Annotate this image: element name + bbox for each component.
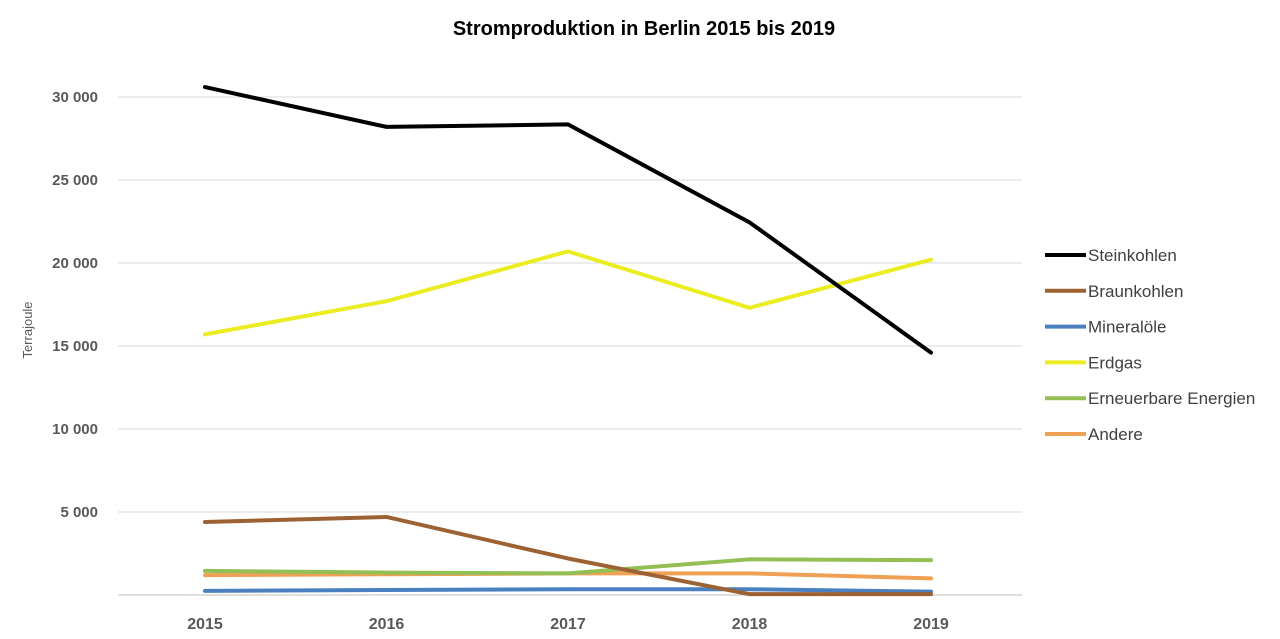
series-line-erneuerbare-energien: [203, 557, 933, 576]
x-tick-label: 2015: [187, 616, 223, 633]
y-tick-label: 15 000: [52, 338, 98, 355]
legend-label: Mineralöle: [1088, 318, 1166, 337]
x-tick-label: 2019: [913, 616, 949, 633]
legend-item: Erneuerbare Energien: [1045, 389, 1255, 408]
gridlines: [118, 96, 1022, 513]
legend-label: Braunkohlen: [1088, 282, 1183, 301]
series-line-steinkohlen: [203, 85, 933, 355]
x-axis-ticks: 2015 2016 2017 2018 2019: [187, 616, 949, 633]
series-line-mineral-le: [203, 587, 933, 594]
y-tick-label: 30 000: [52, 89, 98, 106]
data-series: [203, 85, 933, 597]
legend-item: Braunkohlen: [1045, 282, 1183, 301]
legend-label: Andere: [1088, 425, 1143, 444]
y-tick-label: 25 000: [52, 172, 98, 189]
series-line-erdgas: [203, 249, 933, 337]
legend-item: Mineralöle: [1045, 318, 1166, 337]
x-tick-label: 2016: [369, 616, 405, 633]
chart-title: Stromproduktion in Berlin 2015 bis 2019: [453, 18, 835, 40]
y-axis-label: Terrajoule: [20, 301, 35, 358]
x-tick-label: 2018: [732, 616, 768, 633]
legend-item: Erdgas: [1045, 353, 1142, 372]
series-line-braunkohlen: [203, 514, 933, 597]
y-axis-ticks: 5 000 10 000 15 000 20 000 25 000 30 000: [52, 89, 98, 521]
legend-item: Andere: [1045, 425, 1143, 444]
legend-item: Steinkohlen: [1045, 246, 1177, 265]
legend-label: Steinkohlen: [1088, 246, 1177, 265]
x-tick-label: 2017: [550, 616, 586, 633]
y-tick-label: 20 000: [52, 255, 98, 272]
legend-label: Erneuerbare Energien: [1088, 389, 1255, 408]
y-tick-label: 5 000: [60, 504, 98, 521]
legend-label: Erdgas: [1088, 353, 1142, 372]
legend: Steinkohlen Braunkohlen Mineralöle Erdgas Er…: [1045, 246, 1255, 444]
y-tick-label: 10 000: [52, 421, 98, 438]
